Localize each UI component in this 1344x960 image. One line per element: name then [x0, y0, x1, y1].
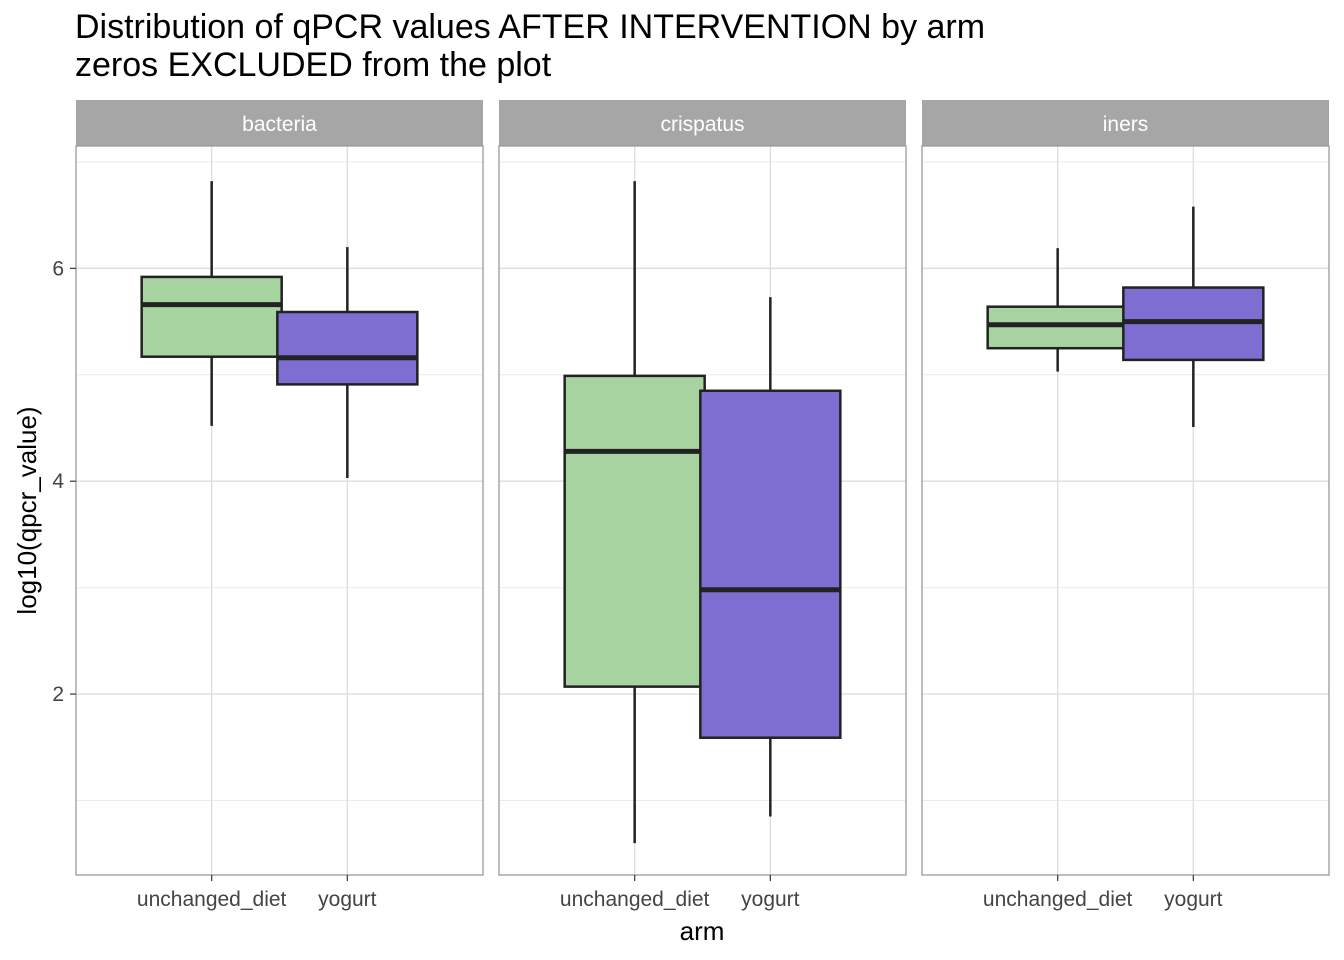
- box-bacteria-unchanged_diet: [140, 181, 283, 426]
- iqr-box: [563, 374, 706, 688]
- y-tick-label: 2: [52, 683, 64, 706]
- iqr-box: [140, 275, 283, 358]
- facet-panel-bacteria: bacteria unchanged_diet yogurt: [75, 100, 484, 911]
- facet-panel-iners: iners unchanged_diet yogurt: [921, 100, 1330, 911]
- facet-strip-label: iners: [1103, 113, 1149, 136]
- chart-subtitle: zeros EXCLUDED from the plot: [75, 46, 552, 84]
- facet-strip: [76, 100, 483, 146]
- box-bacteria-yogurt: [276, 247, 419, 479]
- facet-strip: [499, 100, 906, 146]
- facet-strip-label: crispatus: [660, 113, 744, 136]
- box-iners-yogurt: [1122, 206, 1265, 427]
- y-tick-label: 6: [52, 257, 64, 280]
- box-crispatus-unchanged_diet: [563, 181, 706, 844]
- y-axis-title: log10(qpcr_value): [12, 406, 42, 614]
- y-tick-label: 4: [52, 470, 64, 493]
- facet-strip-label: bacteria: [242, 113, 317, 136]
- panel-border: [921, 145, 1330, 876]
- x-tick-label: unchanged_diet: [137, 888, 287, 911]
- x-axis-title: arm: [680, 916, 725, 946]
- box-crispatus-yogurt: [699, 297, 842, 817]
- x-tick-label: yogurt: [741, 888, 800, 911]
- box-iners-unchanged_diet: [986, 248, 1129, 372]
- chart-title: Distribution of qPCR values AFTER INTERV…: [75, 8, 986, 46]
- panel-border: [498, 145, 907, 876]
- x-tick-label: yogurt: [318, 888, 377, 911]
- facet-panel-crispatus: crispatus unchanged_diet yogurt: [498, 100, 907, 911]
- x-tick-label: unchanged_diet: [983, 888, 1133, 911]
- iqr-box: [699, 389, 842, 739]
- panel-border: [75, 145, 484, 876]
- x-tick-label: unchanged_diet: [560, 888, 710, 911]
- iqr-box: [276, 310, 419, 386]
- x-tick-label: yogurt: [1164, 888, 1223, 911]
- iqr-box: [986, 305, 1129, 350]
- facet-strip: [922, 100, 1329, 146]
